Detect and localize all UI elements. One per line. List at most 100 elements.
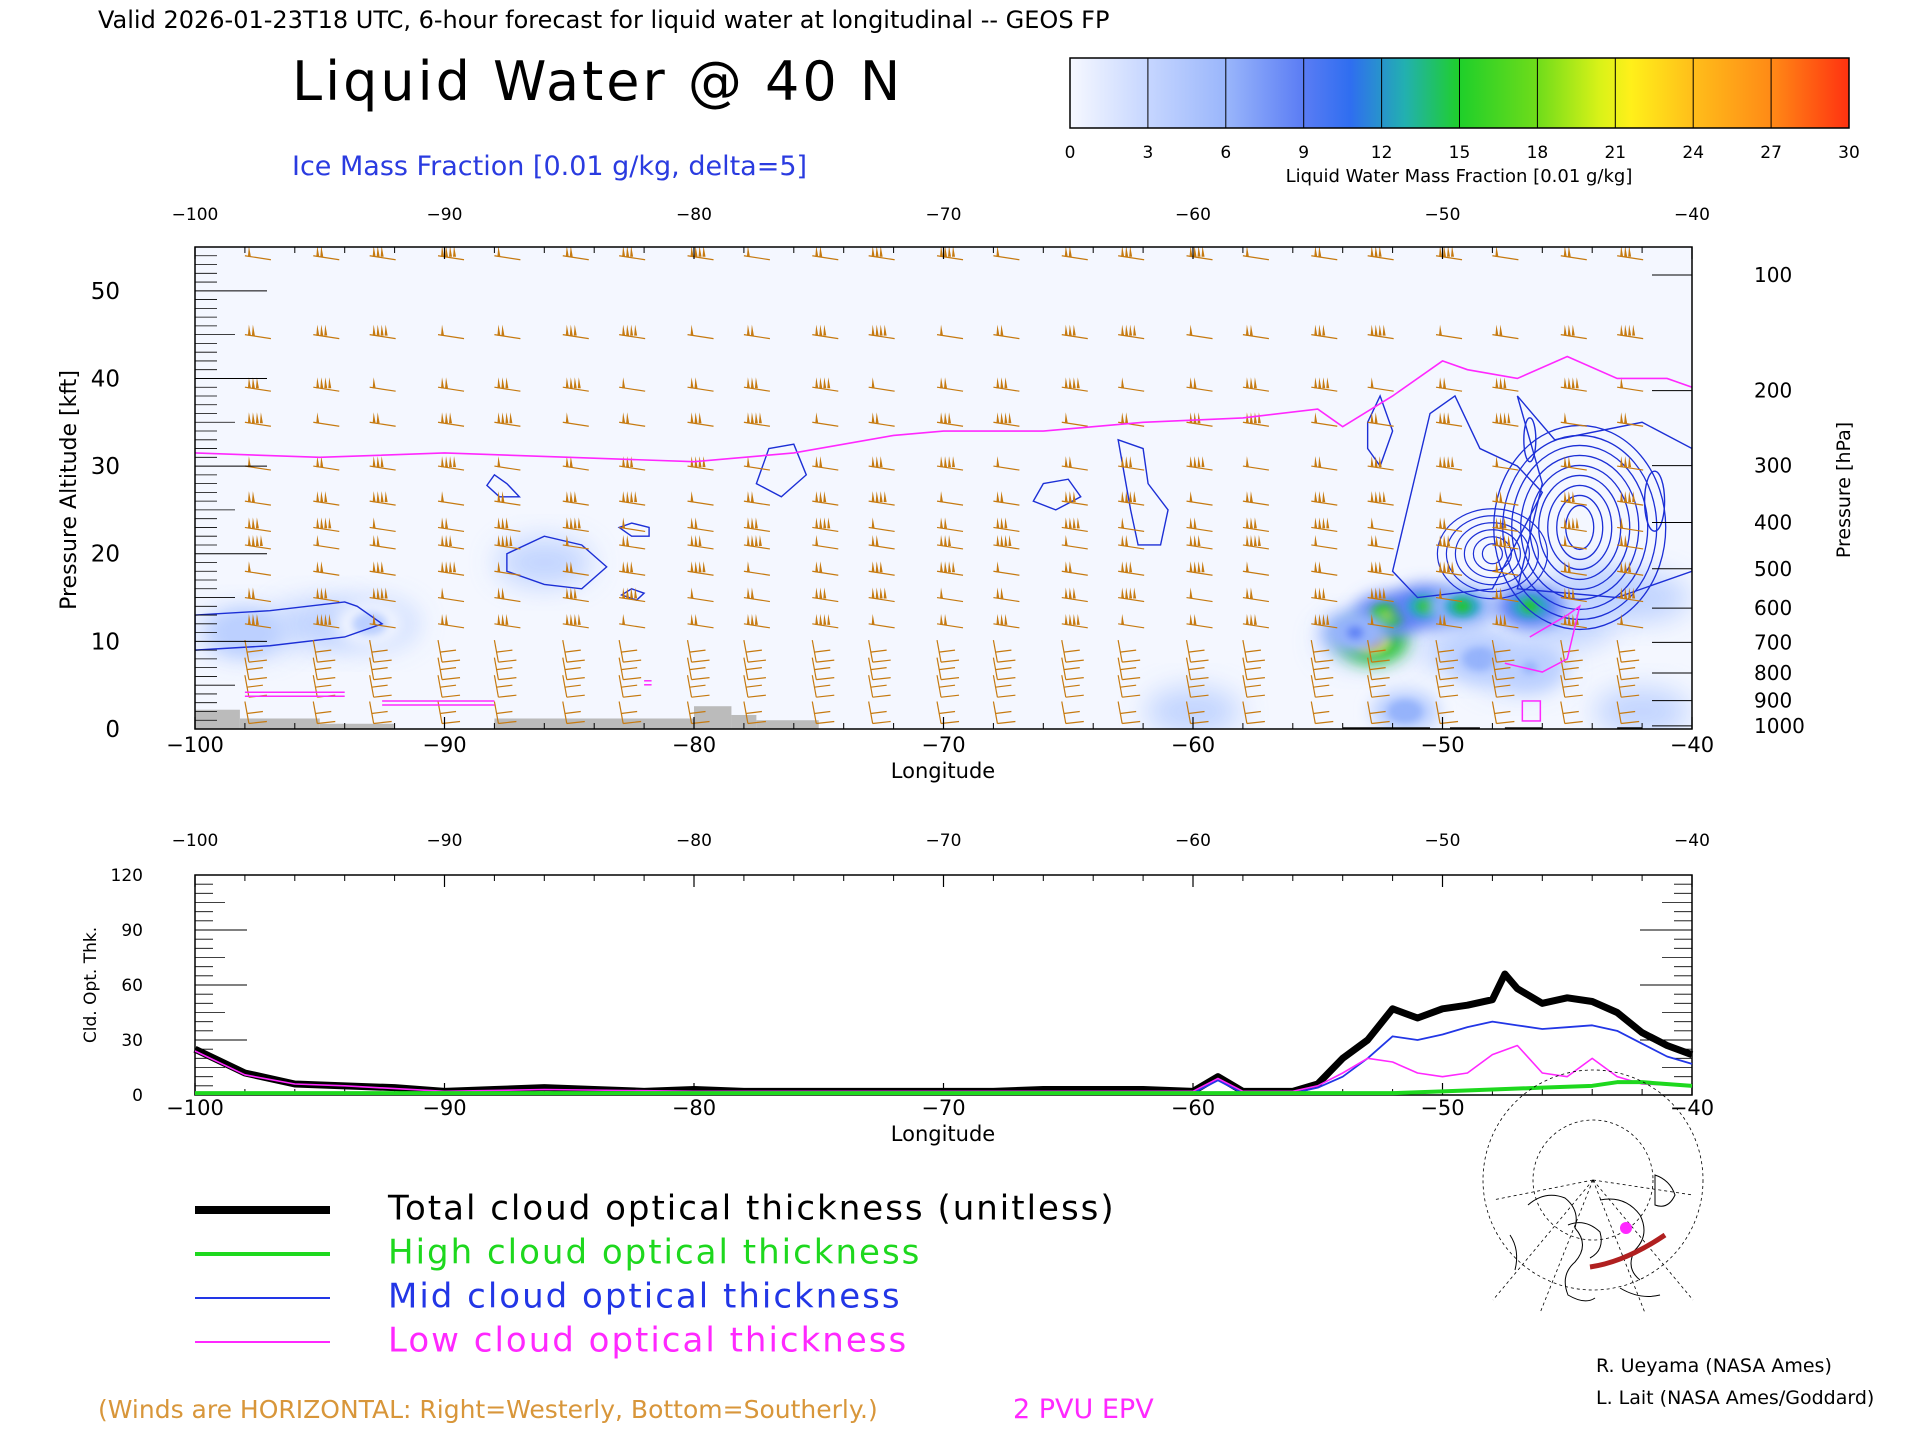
wind-barb-flag xyxy=(1439,456,1443,468)
wind-barb-flag xyxy=(1245,613,1249,625)
wind-barb-shaft xyxy=(1616,640,1622,663)
wind-barb-flag xyxy=(1246,659,1265,663)
wind-barb-shaft xyxy=(1616,701,1622,724)
wind-barb-flag xyxy=(827,517,831,529)
wind-barb-flag xyxy=(827,613,831,625)
wind-barb-flag xyxy=(1567,247,1571,257)
wind-barb-flag xyxy=(1068,517,1072,529)
wind-barb-flag xyxy=(689,684,706,688)
wind-barb-flag xyxy=(1503,412,1507,424)
top-x-tick-label: −90 xyxy=(422,733,466,757)
wind-barbs xyxy=(244,247,1644,725)
terrain-block xyxy=(195,709,240,729)
wind-barb-flag xyxy=(1382,324,1386,336)
wind-barb-shaft xyxy=(1616,675,1622,698)
wind-barb-flag xyxy=(445,561,449,573)
wind-barb-flag xyxy=(996,491,1000,503)
wind-barb-flag xyxy=(1249,534,1253,546)
wind-barb-flag xyxy=(1189,456,1193,468)
wind-barb-flag xyxy=(1619,684,1636,688)
wind-barb-flag xyxy=(694,517,698,529)
wind-barb-flag xyxy=(1072,517,1076,529)
wind-barb-flag xyxy=(1197,534,1201,546)
wind-barb-flag xyxy=(694,377,698,389)
wind-barb-flag xyxy=(573,324,577,336)
wind-barb-flag xyxy=(816,720,835,725)
wind-barb-flag xyxy=(871,456,875,468)
wind-barb-flag xyxy=(1004,613,1008,625)
wind-barb-flag xyxy=(497,247,501,257)
wind-barb-flag xyxy=(698,561,702,573)
wind-barb-flag xyxy=(816,694,835,698)
wind-barb-flag xyxy=(1624,456,1628,468)
top-left-tick-label: 40 xyxy=(91,366,120,392)
wind-barb-flag xyxy=(441,534,445,546)
wind-barb-flag xyxy=(1620,561,1624,573)
wind-barb-flag xyxy=(251,587,255,599)
wind-barb-flag xyxy=(1000,517,1004,529)
wind-barb-flag xyxy=(1374,561,1378,573)
top-right-tick-label: 900 xyxy=(1754,689,1792,713)
wind-barb-flag xyxy=(1063,684,1080,688)
wind-barb-flag xyxy=(634,324,638,336)
wind-barb-flag xyxy=(1314,517,1318,529)
wind-barb-flag xyxy=(1313,649,1330,653)
bottom-x-tick-label: −50 xyxy=(1420,1096,1464,1120)
wind-barb-flag xyxy=(1064,613,1068,625)
wind-barb-flag xyxy=(1503,613,1507,625)
wind-barb-flag xyxy=(630,561,634,573)
wind-barb-flag xyxy=(246,710,263,715)
wind-barb-flag xyxy=(1439,517,1443,529)
wind-barb-flag xyxy=(1378,587,1382,599)
wind-barb-flag xyxy=(1064,377,1068,389)
wind-barb-flag xyxy=(1253,613,1257,625)
wind-barb-shaft xyxy=(868,640,874,663)
wind-barb-shaft xyxy=(437,675,443,698)
wind-barb-flag xyxy=(815,561,819,573)
map-coastlines xyxy=(1509,1174,1676,1302)
epv-low-segment xyxy=(1521,700,1542,722)
wind-barb-flag xyxy=(1439,324,1443,336)
wind-barb-flag xyxy=(1129,324,1133,336)
wind-barb-flag xyxy=(1443,456,1447,468)
wind-barb-flag xyxy=(1624,247,1628,257)
wind-barb-flag xyxy=(745,667,762,671)
wind-barb-flag xyxy=(373,720,392,725)
wind-barb-flag xyxy=(1064,517,1068,529)
wind-barb-flag xyxy=(371,710,388,715)
wind-barb-flag xyxy=(1571,491,1575,503)
wind-barb-flag xyxy=(996,324,1000,336)
wind-barb-flag xyxy=(565,517,569,529)
wind-barb-flag xyxy=(1495,491,1499,503)
wind-barb-flag xyxy=(497,412,501,424)
wind-barb-flag xyxy=(248,720,267,725)
wind-barb-flag xyxy=(940,456,944,468)
bottom-y-tick-label: 30 xyxy=(121,1031,143,1051)
wind-barb-shaft xyxy=(1117,675,1123,698)
wind-barb-flag xyxy=(566,659,585,663)
wind-barb-flag xyxy=(565,247,569,257)
wind-barb-flag xyxy=(1122,677,1141,681)
wind-barb-flag xyxy=(630,491,634,503)
colorbar-ticks: 0 3 6 9 12 15 18 21 24 27 30 xyxy=(1065,143,1860,163)
wind-barb-flag xyxy=(1495,613,1499,625)
wind-barb-flag xyxy=(871,534,875,546)
wind-barb-flag xyxy=(871,412,875,424)
wind-barb-shaft xyxy=(1242,675,1248,698)
wind-barb-flag xyxy=(1125,587,1129,599)
wind-barb-shaft xyxy=(493,675,499,698)
wind-barb-flag xyxy=(754,377,758,389)
wind-barb-flag xyxy=(938,667,956,671)
wind-barb-flag xyxy=(815,587,819,599)
wind-barb-shaft xyxy=(1560,675,1566,698)
colorbar-tick-label: 18 xyxy=(1527,143,1549,163)
wind-barb-flag xyxy=(566,720,585,725)
wind-barb-flag xyxy=(1129,587,1133,599)
wind-barb-flag xyxy=(1193,534,1197,546)
wind-barb-flag xyxy=(1245,587,1249,599)
wind-barb-flag xyxy=(1244,649,1261,653)
wind-barb-flag xyxy=(815,456,819,468)
wind-barb-flag xyxy=(509,534,513,546)
surface-bar xyxy=(1342,727,1431,729)
wind-barb-flag xyxy=(870,649,887,653)
